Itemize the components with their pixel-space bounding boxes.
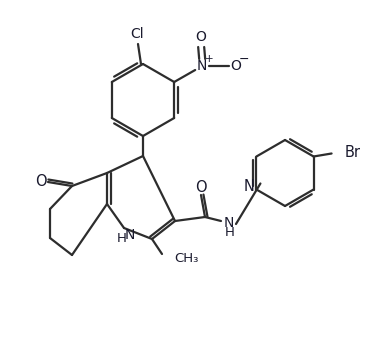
Text: Cl: Cl [130,27,144,41]
Text: +: + [205,54,214,64]
Text: H: H [225,226,235,239]
Text: CH₃: CH₃ [174,252,198,265]
Text: N: N [197,59,207,73]
Text: N: N [125,228,135,242]
Text: O: O [231,59,242,73]
Text: H: H [117,232,127,245]
Text: Br: Br [345,145,361,160]
Text: N: N [244,179,255,194]
Text: O: O [35,174,47,190]
Text: O: O [196,30,207,44]
Text: N: N [224,216,234,230]
Text: O: O [195,179,207,194]
Text: −: − [239,53,249,66]
